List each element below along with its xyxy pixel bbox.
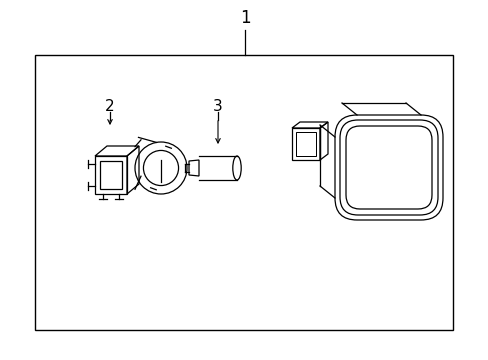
Text: 3: 3: [213, 99, 223, 113]
Text: 2: 2: [105, 99, 115, 113]
Ellipse shape: [232, 156, 241, 180]
Text: 1: 1: [239, 9, 250, 27]
Bar: [291, 128, 319, 160]
Bar: [295, 132, 315, 156]
Bar: [35, 55, 452, 330]
